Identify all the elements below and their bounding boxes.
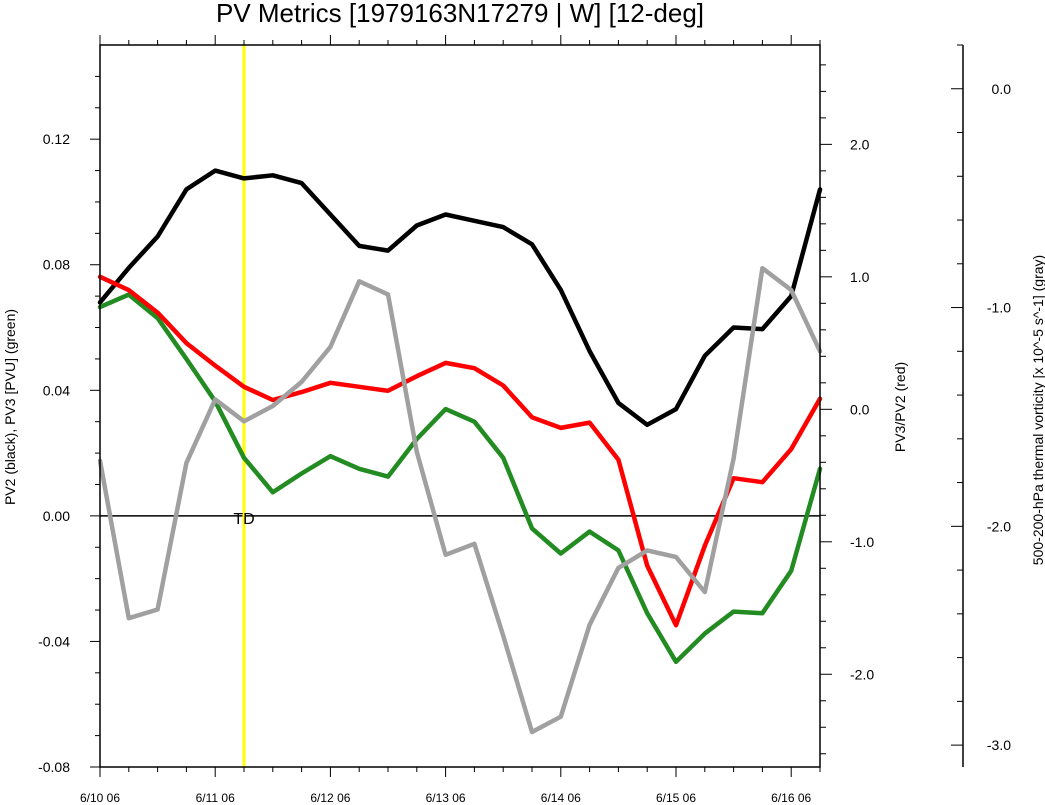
y-right-tick-label: 0.0 <box>850 401 870 417</box>
y-right-tick-label: 2.0 <box>850 136 870 152</box>
x-tick-label: 6/10 06 <box>80 791 120 805</box>
y-left-tick-label: -0.04 <box>38 633 70 649</box>
y-far-right-tick-label: -1.0 <box>987 300 1011 316</box>
axes-layer: 6/10 06 6/11 06 6/12 06 6/13 06 6/14 06 6/15 … <box>38 35 1011 805</box>
y-right-tick-label: 1.0 <box>850 269 870 285</box>
y-right-tick-label: -1.0 <box>850 534 874 550</box>
x-tick-label: 6/11 06 <box>196 791 235 805</box>
series-layer <box>97 168 823 735</box>
y-left-tick-label: 0.00 <box>43 508 70 524</box>
series-line-4 <box>97 265 823 735</box>
series-line-1 <box>97 168 823 428</box>
y-far-right-tick-label: 0.0 <box>992 81 1012 97</box>
y-left-tick-label: 0.04 <box>43 382 70 398</box>
plot-frame <box>99 44 821 768</box>
plot-background: TD <box>100 45 820 767</box>
y-far-right-tick-label: -3.0 <box>987 737 1011 753</box>
y-left-axis-title: PV2 (black), PV3 [PVU] (green) <box>2 309 18 505</box>
y-right-axis-title: PV3/PV2 (red) <box>892 362 908 452</box>
x-tick-label: 6/13 06 <box>426 791 466 805</box>
x-tick-label: 6/12 06 <box>310 791 350 805</box>
y-left-tick-label: -0.08 <box>38 759 70 775</box>
series-line-3 <box>97 274 823 628</box>
y-right-tick-label: -2.0 <box>850 666 874 682</box>
annotation-label: TD <box>233 511 254 528</box>
y-far-right-axis-title: 500-200-hPa thermal vorticity [x 10^-5 s… <box>1030 255 1045 565</box>
series-line-2 <box>97 292 823 665</box>
y-left-tick-label: 0.12 <box>43 131 70 147</box>
x-tick-label: 6/14 06 <box>541 791 581 805</box>
x-tick-label: 6/16 06 <box>771 791 811 805</box>
x-tick-label: 6/15 06 <box>656 791 696 805</box>
chart-title: PV Metrics [1979163N17279 | W] [12-deg] <box>216 0 704 28</box>
y-left-tick-label: 0.08 <box>43 257 70 273</box>
y-far-right-tick-label: -2.0 <box>987 518 1011 534</box>
